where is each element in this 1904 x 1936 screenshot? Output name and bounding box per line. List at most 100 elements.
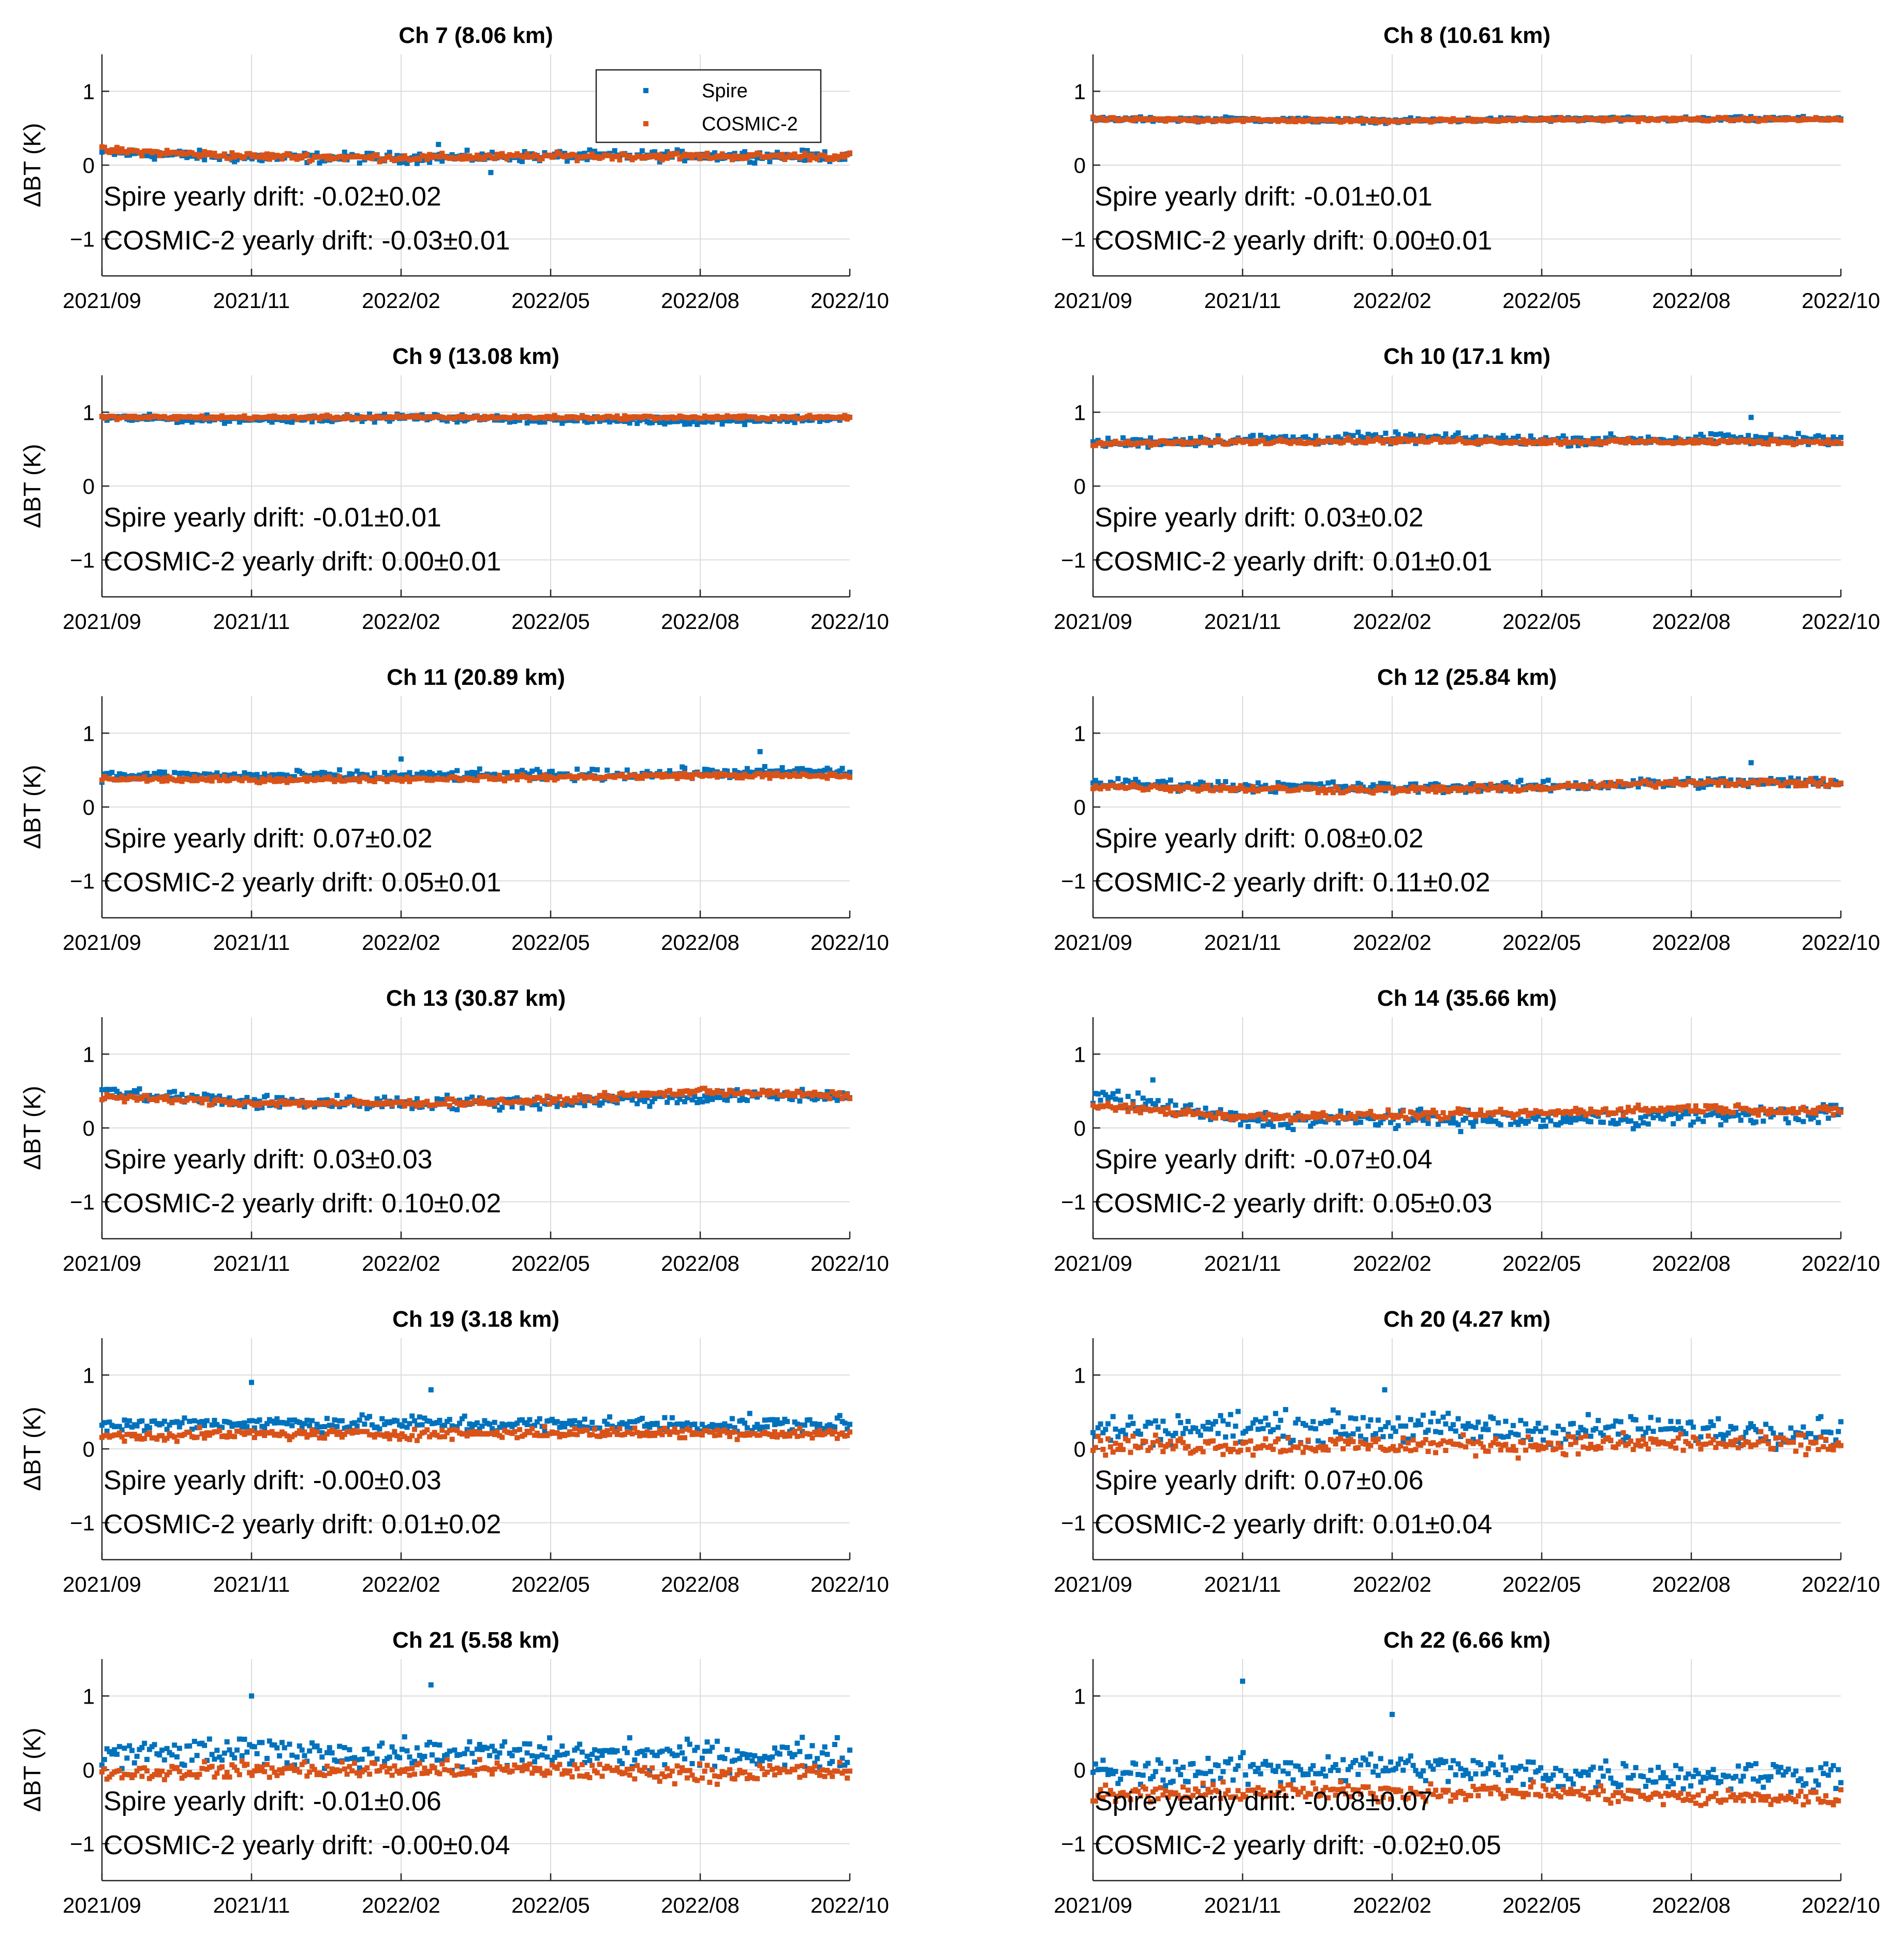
data-point [607,153,613,158]
data-point [1718,1122,1724,1127]
data-point [222,420,227,426]
data-point [289,419,295,425]
data-point [142,774,147,780]
data-point [674,1100,680,1106]
data-point [1285,1125,1291,1131]
data-point [1203,437,1208,443]
data-point [1405,1117,1411,1122]
drift-annotation: Spire yearly drift: -0.01±0.01 [1095,182,1433,212]
data-point [292,414,298,419]
data-point [357,160,362,166]
data-point [574,1098,580,1104]
data-point [337,774,343,780]
data-point [692,1094,698,1099]
series-cosmic-2 [1090,776,1843,796]
data-point [1353,1116,1359,1122]
data-point [417,772,422,778]
data-point [1425,1121,1431,1126]
data-point [1308,1114,1313,1120]
data-point [740,775,745,781]
data-point [1573,1106,1578,1111]
data-point [1810,1114,1816,1120]
drift-annotation: COSMIC-2 yearly drift: 0.05±0.01 [104,868,501,898]
data-point [702,419,707,425]
data-point [1263,783,1268,788]
data-point [1683,782,1689,787]
data-point [219,777,225,783]
data-point [497,1107,503,1113]
data-point [1493,785,1499,790]
data-point [206,775,212,781]
data-point [1353,1120,1359,1126]
data-point [242,154,247,160]
data-point [1588,1119,1593,1125]
data-point [397,160,403,166]
data-point [279,156,285,162]
data-point [1585,1111,1591,1117]
data-point [800,153,805,159]
data-point [607,1093,613,1099]
y-axis-label: ΔBT (K) [19,1086,46,1170]
data-point [1410,784,1416,789]
data-point [1800,1119,1806,1124]
data-point [1613,1110,1619,1116]
data-point [599,1100,605,1106]
data-point [542,1098,548,1104]
data-point [314,150,320,156]
data-point [1123,1102,1128,1108]
data-point [414,160,420,166]
data-point [729,157,735,163]
data-point [1783,435,1789,441]
data-point [217,156,223,162]
data-point [1218,1111,1223,1117]
x-tick-label: 2022/05 [1502,1251,1581,1275]
data-point [1313,433,1319,439]
data-point [294,156,300,162]
data-point [729,1089,735,1094]
data-point [1178,438,1184,444]
data-point [184,418,190,423]
data-point [1588,1106,1593,1112]
x-tick-label: 2022/05 [511,1251,590,1275]
data-point [1225,1114,1231,1120]
data-point [747,1090,752,1095]
data-point [397,776,403,782]
data-point [815,1096,820,1102]
data-point [725,1092,730,1097]
x-tick-label: 2021/09 [1054,1251,1132,1275]
data-point [174,416,180,422]
data-point [1355,429,1361,435]
data-point [1630,1126,1636,1132]
data-point [1135,1106,1141,1111]
data-point [1475,789,1481,795]
data-point [1135,780,1141,785]
series-cosmic-2 [99,1086,852,1109]
data-point [1613,783,1619,789]
data-point [519,158,525,164]
y-tick-label: 1 [83,400,95,424]
data-point [532,1098,538,1104]
data-point [572,1095,578,1101]
data-point [1383,1114,1389,1120]
data-point [407,1098,412,1104]
data-point [1413,1112,1419,1118]
data-point [1385,781,1391,787]
data-point [1725,432,1731,438]
data-point [674,151,680,156]
data-point [627,420,632,426]
data-point [1695,1116,1701,1122]
data-point [1523,1108,1529,1113]
data-point [697,156,703,162]
data-point [1671,1121,1676,1126]
data-point [214,774,220,780]
data-point [619,417,625,422]
data-point [1495,1109,1501,1115]
data-point [112,149,117,154]
data-point [702,1093,707,1099]
data-point [1548,440,1554,446]
data-point [1455,1122,1461,1127]
data-point [1415,1115,1421,1121]
data-point [714,774,720,780]
